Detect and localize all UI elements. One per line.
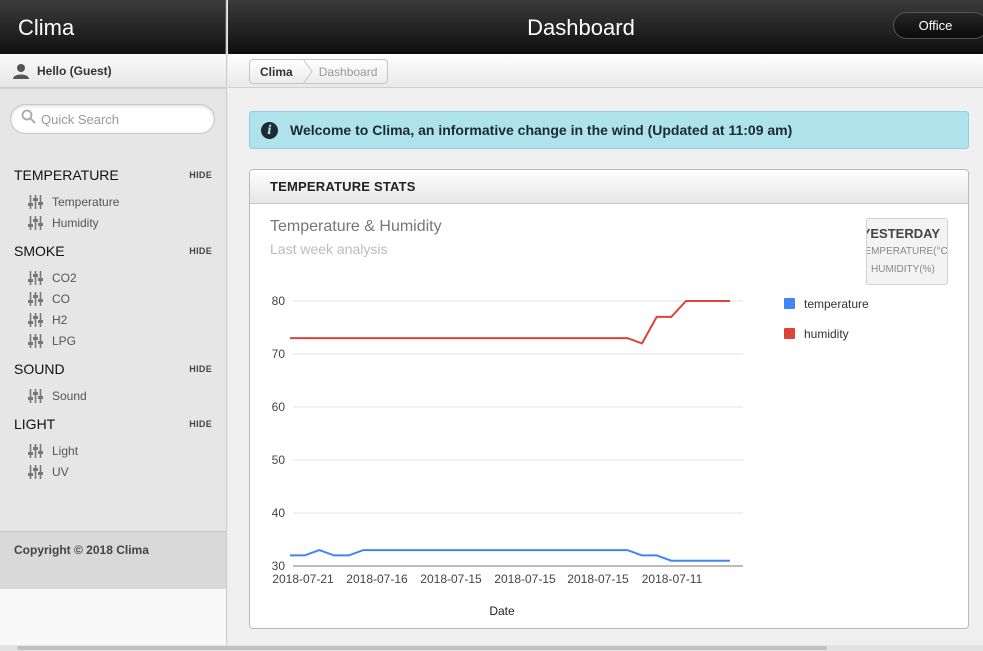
humidity-series-line [290, 300, 730, 345]
y-tick-label: 40 [272, 506, 286, 520]
user-icon [13, 63, 29, 79]
sidebar-item-temperature[interactable]: Temperature [0, 191, 226, 212]
sidebar: Clima Hello (Guest) TEMPERATURE HIDE Tempe… [0, 0, 227, 645]
sidebar-item-co2[interactable]: CO2 [0, 267, 226, 288]
sidebar-item-sound[interactable]: Sound [0, 385, 226, 406]
legend-swatch-humidity [784, 328, 795, 339]
search-icon [21, 109, 36, 129]
sidebar-item-label: Sound [52, 388, 87, 403]
temperature-humidity-chart: 30 40 50 60 70 80 2018-07-21 2018-07-16 2018-07-… [272, 294, 869, 618]
sidebar-item-label: H2 [52, 312, 68, 327]
sliders-icon [28, 291, 43, 306]
sliders-icon [28, 388, 43, 403]
sidebar-item-humidity[interactable]: Humidity [0, 212, 226, 233]
vertical-scrollbar[interactable] [974, 88, 983, 645]
sliders-icon [28, 464, 43, 479]
x-tick-label: 2018-07-15 [420, 572, 482, 586]
sliders-icon [28, 333, 43, 348]
sidebar-item-light[interactable]: Light [0, 440, 226, 461]
main-content: i Welcome to Clima, an informative chang… [228, 88, 983, 645]
section-hide-button[interactable]: HIDE [189, 246, 212, 256]
sidebar-item-label: Light [52, 443, 79, 458]
panel-title: TEMPERATURE STATS [250, 170, 968, 204]
sliders-icon [28, 312, 43, 327]
x-tick-label: 2018-07-15 [494, 572, 556, 586]
sidebar-item-label: Humidity [52, 215, 99, 230]
sidebar-item-label: Temperature [52, 194, 120, 209]
info-icon: i [261, 121, 278, 139]
sidebar-item-h2[interactable]: H2 [0, 309, 226, 330]
section-title: SMOKE [14, 243, 65, 259]
x-tick-label: 2018-07-21 [272, 572, 334, 586]
chart-subtitle: Last week analysis [270, 241, 388, 257]
sidebar-item-label: CO2 [52, 270, 77, 285]
yesterday-toggle[interactable]: YESTERDAY TEMPERATURE(°C) HUMIDITY(%) [866, 218, 948, 285]
sliders-icon [28, 194, 43, 209]
welcome-alert: i Welcome to Clima, an informative chang… [249, 111, 969, 149]
x-tick-label: 2018-07-16 [346, 572, 408, 586]
search-input[interactable] [41, 111, 211, 127]
yesterday-humidity-label: HUMIDITY(%) [871, 264, 935, 275]
breadcrumb: Clima Dashboard [249, 59, 389, 84]
y-tick-label: 50 [272, 453, 286, 467]
section-title: SOUND [14, 361, 65, 377]
legend-label-humidity: humidity [804, 327, 849, 341]
horizontal-scrollbar[interactable] [0, 645, 983, 651]
section-hide-button[interactable]: HIDE [189, 170, 212, 180]
y-tick-label: 30 [272, 559, 286, 573]
sidebar-item-label: LPG [52, 333, 77, 348]
horizontal-scroll-thumb[interactable] [17, 646, 827, 650]
temperature-stats-panel: TEMPERATURE STATS 30 40 50 60 70 80 2018-07-21… [249, 169, 969, 629]
chart-title: Temperature & Humidity [270, 218, 442, 235]
top-bar: Dashboard Office [228, 0, 983, 54]
section-title: TEMPERATURE [14, 167, 119, 183]
app-title: Clima [0, 0, 226, 54]
legend-swatch-temperature [784, 298, 795, 309]
sidebar-spacer [0, 589, 226, 645]
sidebar-item-uv[interactable]: UV [0, 461, 226, 482]
section-title: LIGHT [14, 416, 56, 432]
x-tick-label: 2018-07-15 [567, 572, 629, 586]
x-axis-label: Date [489, 604, 515, 618]
sidebar-section-light: LIGHT HIDE [0, 414, 226, 434]
yesterday-temperature-label: TEMPERATURE(°C) [867, 246, 948, 257]
x-tick-label: 2018-07-11 [642, 572, 703, 586]
section-hide-button[interactable]: HIDE [189, 364, 212, 374]
sidebar-item-lpg[interactable]: LPG [0, 330, 226, 351]
sidebar-item-label: CO [52, 291, 70, 306]
breadcrumb-current: Dashboard [318, 64, 378, 79]
y-tick-label: 60 [272, 400, 286, 414]
sliders-icon [28, 270, 43, 285]
sidebar-nav: TEMPERATURE HIDE Temperature Humidity SMOKE H… [0, 163, 226, 488]
sidebar-section-smoke: SMOKE HIDE [0, 241, 226, 261]
location-button[interactable]: Office [893, 12, 983, 39]
sliders-icon [28, 215, 43, 230]
alert-text: Welcome to Clima, an informative change … [290, 122, 793, 138]
sidebar-section-temperature: TEMPERATURE HIDE [0, 165, 226, 185]
search-box[interactable] [10, 104, 215, 134]
y-tick-label: 80 [272, 294, 286, 308]
sliders-icon [28, 443, 43, 458]
sidebar-body: TEMPERATURE HIDE Temperature Humidity SMOKE H… [0, 88, 226, 586]
sidebar-section-sound: SOUND HIDE [0, 359, 226, 379]
legend-label-temperature: temperature [804, 297, 869, 311]
page-title: Dashboard [527, 15, 635, 40]
section-hide-button[interactable]: HIDE [189, 419, 212, 429]
breadcrumb-home[interactable]: Clima [260, 64, 293, 79]
breadcrumb-bar: Clima Dashboard [228, 54, 983, 88]
yesterday-title: YESTERDAY [866, 226, 940, 241]
copyright: Copyright © 2018 Clima [0, 531, 226, 589]
temperature-series-line [290, 549, 730, 562]
user-greeting: Hello (Guest) [37, 63, 112, 78]
y-tick-label: 70 [272, 347, 286, 361]
user-greeting-bar[interactable]: Hello (Guest) [0, 54, 226, 88]
breadcrumb-separator-icon [302, 60, 313, 83]
sidebar-item-label: UV [52, 464, 69, 479]
sidebar-item-co[interactable]: CO [0, 288, 226, 309]
